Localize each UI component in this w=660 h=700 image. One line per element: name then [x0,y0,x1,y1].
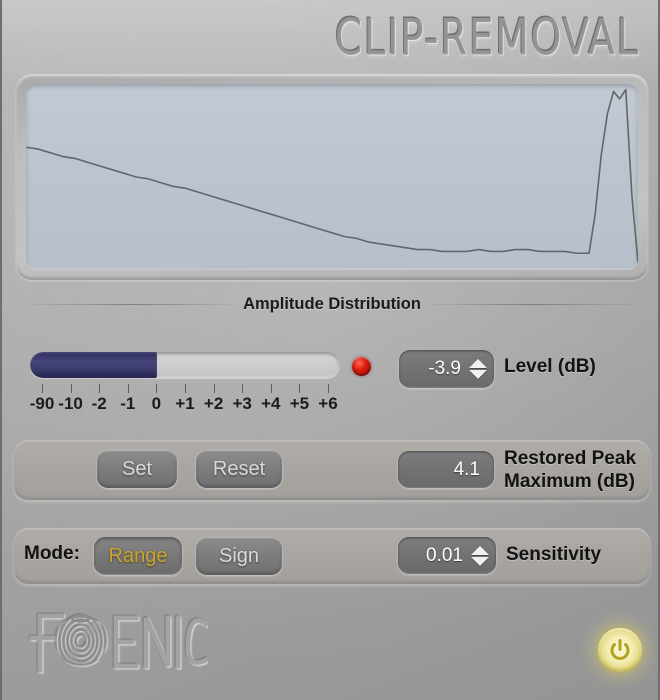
graph-curve-svg [26,88,638,264]
restored-peak-label-line1: Restored Peak [504,448,637,469]
meter-tick [185,384,186,393]
legend-divider-left [30,303,234,305]
level-meter[interactable] [30,352,340,378]
meter-tick [299,384,301,393]
level-spinner-icon[interactable] [468,356,487,382]
meter-tick [70,384,72,393]
meter-tick-label: +6 [318,394,338,413]
reset-button[interactable]: Reset [196,450,282,488]
meter-tick-label: -90 [29,394,55,413]
section-legend: Amplitude Distribution [30,292,635,316]
meter-track[interactable] [30,352,340,378]
sensitivity-spinner-icon[interactable] [470,543,489,569]
meter-tick [270,384,272,393]
meter-tick-label: +3 [232,394,252,413]
legend-divider-right [430,303,635,305]
meter-tick [127,384,129,393]
meter-tick [156,384,158,393]
sensitivity-readout[interactable]: 0.01 [398,537,496,574]
sensitivity-label: Sensitivity [506,544,602,565]
mode-option-range[interactable]: Range [94,537,182,575]
clip-indicator-led[interactable] [352,357,371,376]
meter-tick [213,384,215,393]
meter-tick-label: -2 [91,394,107,413]
spinner-down-icon[interactable] [468,370,487,379]
meter-tick-label: -1 [120,394,136,413]
meter-tick [242,384,244,393]
meter-fill [30,352,158,378]
power-icon [610,639,630,660]
meter-tick-label: +5 [289,394,310,413]
amplitude-distribution-graph[interactable] [26,84,638,270]
restored-peak-value: 4.1 [453,458,480,480]
meter-tick [328,384,329,393]
mode-option-sign[interactable]: Sign [196,537,282,575]
restored-peak-label-line2: Maximum (dB) [504,471,635,492]
power-button[interactable] [598,628,642,672]
meter-tick-labels: -90 -10 -2 -1 0 +1 +2 +3 +4 +5 +6 [16,394,354,414]
meter-tick-label: +1 [175,394,195,413]
meter-tick-label: +4 [261,394,281,413]
legend-label: Amplitude Distribution [243,294,421,313]
brand-logo [18,600,208,678]
spinner-up-icon[interactable] [468,359,487,368]
meter-tick [42,384,43,393]
mode-label: Mode: [24,543,80,564]
meter-tick [99,384,101,393]
graph-frame [16,74,648,280]
foenics-logo-svg [29,613,208,673]
meter-tick-label: 0 [151,394,162,413]
sensitivity-value: 0.01 [426,544,463,566]
amplitude-curve [26,88,638,264]
set-button[interactable]: Set [97,450,177,488]
page-title: CLIP-REMOVAL [334,8,640,67]
restored-peak-readout[interactable]: 4.1 [398,451,494,488]
meter-tick-label: +2 [203,394,224,413]
level-readout[interactable]: -3.9 [399,350,494,388]
meter-ticks [30,384,340,394]
spinner-up-icon[interactable] [470,545,489,555]
level-value: -3.9 [428,358,461,379]
meter-tick-label: -10 [58,394,83,413]
level-label: Level (dB) [504,356,596,377]
spinner-down-icon[interactable] [470,556,489,566]
